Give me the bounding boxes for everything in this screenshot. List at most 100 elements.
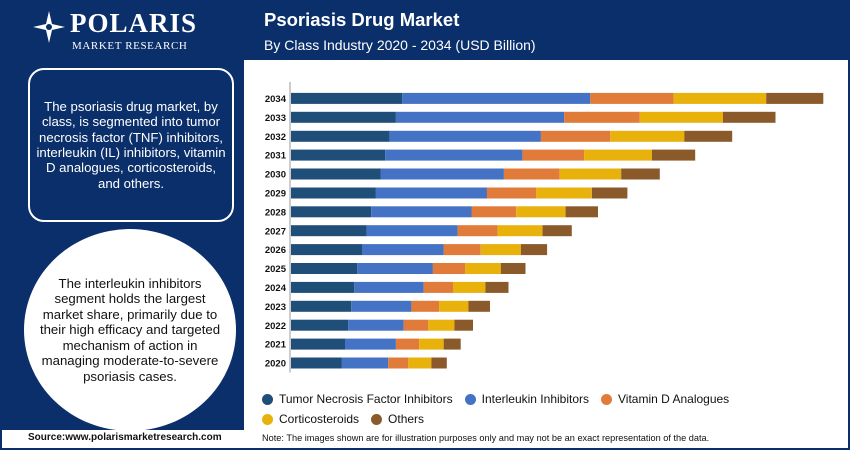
tick-label-2034: 2034 <box>265 94 287 105</box>
bar-2025-series-2 <box>357 263 433 274</box>
bar-2024-series-3 <box>423 281 453 293</box>
bar-2023-series-5 <box>468 300 490 312</box>
highlight-text: The interleukin inhibitors segment holds… <box>39 276 221 384</box>
tick-label-2021: 2021 <box>265 340 287 351</box>
tick-label-2028: 2028 <box>265 207 286 218</box>
bar-2020-series-5 <box>431 357 447 369</box>
bar-2031-series-2 <box>385 149 523 161</box>
bar-2026-series-1 <box>291 244 362 256</box>
bar-2028-series-3 <box>471 206 517 218</box>
bar-2034-series-1 <box>291 92 403 104</box>
bar-2027-series-3 <box>457 225 498 237</box>
bar-2021-series-3 <box>395 338 419 350</box>
legend-swatch-1 <box>262 393 273 405</box>
left-panel: POLARIS MARKET RESEARCH The psoriasis dr… <box>2 2 244 431</box>
legend-swatch-4 <box>262 413 273 425</box>
legend-item-3: Vitamin D Analogues <box>601 389 729 409</box>
tick-label-2020: 2020 <box>265 359 286 370</box>
title-band: Psoriasis Drug Market By Class Industry … <box>244 2 848 60</box>
bar-2026-series-2 <box>362 244 444 256</box>
legend-item-2: Interleukin Inhibitors <box>464 389 589 409</box>
compass-star-icon <box>33 11 65 43</box>
tick-label-2022: 2022 <box>265 321 286 332</box>
bar-2033-series-2 <box>395 111 565 123</box>
tick-label-2033: 2033 <box>265 113 286 124</box>
legend-label-3: Vitamin D Analogues <box>618 392 730 406</box>
bar-2020-series-1 <box>291 357 342 369</box>
bar-2025-series-4 <box>465 263 501 274</box>
bar-2029-series-5 <box>591 187 628 199</box>
bar-2028-series-5 <box>565 206 598 218</box>
legend-swatch-2 <box>464 393 476 405</box>
tick-label-2031: 2031 <box>265 151 287 162</box>
bar-2022-series-2 <box>348 319 404 331</box>
bar-2022-series-5 <box>454 319 473 331</box>
tick-label-2023: 2023 <box>265 302 286 313</box>
tick-label-2025: 2025 <box>265 264 287 275</box>
bar-2030-series-5 <box>621 168 660 180</box>
tick-label-2027: 2027 <box>265 226 286 237</box>
bar-2028-series-2 <box>371 206 472 218</box>
bar-2024-series-2 <box>354 281 424 293</box>
bar-2032-series-3 <box>540 130 611 142</box>
bar-2024-series-1 <box>291 281 355 293</box>
legend-label-4: Corticosteroids <box>279 412 360 426</box>
bar-2032-series-2 <box>389 130 541 142</box>
disclaimer-note: Note: The images shown are for illustrat… <box>262 433 710 443</box>
bar-2032-series-5 <box>684 130 733 142</box>
bar-2034-series-3 <box>590 92 674 104</box>
bar-2033-series-3 <box>564 111 640 123</box>
tick-label-2030: 2030 <box>265 170 286 181</box>
source-text: Source:www.polarismarketresearch.com <box>28 432 222 443</box>
summary-box: The psoriasis drug market, by class, is … <box>28 68 234 222</box>
bar-2029-series-3 <box>486 187 537 199</box>
bar-2031-series-1 <box>291 149 386 161</box>
chart-subtitle: By Class Industry 2020 - 2034 (USD Billi… <box>264 37 536 53</box>
bar-2027-series-2 <box>366 225 458 237</box>
bar-2033-series-1 <box>291 111 396 123</box>
bar-2028-series-4 <box>516 206 566 218</box>
stacked-bar-chart: 2034 2033 2032 2031 2030 2029 2028 2027 2026 2025… <box>265 82 824 373</box>
bar-2027-series-4 <box>497 225 543 237</box>
tick-label-2026: 2026 <box>265 245 286 256</box>
bar-2030-series-4 <box>559 168 622 180</box>
bar-2034-series-5 <box>766 92 824 104</box>
bar-2031-series-3 <box>522 149 585 161</box>
bar-2030-series-1 <box>291 168 381 180</box>
tick-label-2029: 2029 <box>265 188 286 199</box>
highlight-circle: The interleukin inhibitors segment holds… <box>24 229 236 431</box>
tick-label-2032: 2032 <box>265 132 286 143</box>
bar-2027-series-5 <box>542 225 572 237</box>
bar-2031-series-5 <box>652 149 696 161</box>
bar-2023-series-1 <box>291 300 352 312</box>
bar-2022-series-3 <box>403 319 429 331</box>
bar-2032-series-4 <box>610 130 685 142</box>
bar-2023-series-2 <box>351 300 412 312</box>
bar-2023-series-4 <box>439 300 469 312</box>
bar-2034-series-4 <box>673 92 767 104</box>
bar-2025-series-1 <box>291 263 358 274</box>
legend-item-4: Corticosteroids <box>262 409 359 429</box>
bar-2020-series-4 <box>408 357 432 369</box>
chart-legend: Tumor Necrosis Factor Inhibitors Interleu… <box>262 389 842 429</box>
bar-2022-series-1 <box>291 319 349 331</box>
bar-2024-series-4 <box>453 281 486 293</box>
bar-2021-series-2 <box>345 338 396 350</box>
legend-swatch-5 <box>371 413 383 425</box>
bar-2025-series-3 <box>432 263 466 274</box>
legend-label-5: Others <box>388 412 425 426</box>
legend-label-1: Tumor Necrosis Factor Inhibitors <box>279 392 453 406</box>
bar-2033-series-5 <box>723 111 776 123</box>
brand-name: POLARIS <box>70 8 198 38</box>
bar-2021-series-4 <box>419 338 444 350</box>
legend-swatch-3 <box>601 393 612 405</box>
bar-2024-series-5 <box>485 281 509 293</box>
bar-2026-series-5 <box>520 244 548 256</box>
summary-text: The psoriasis drug market, by class, is … <box>36 98 226 191</box>
bar-2022-series-4 <box>428 319 455 331</box>
polaris-logo: POLARIS MARKET RESEARCH <box>32 8 216 54</box>
legend-item-1: Tumor Necrosis Factor Inhibitors <box>262 389 453 409</box>
bar-2021-series-1 <box>291 338 345 350</box>
brand-tagline: MARKET RESEARCH <box>72 40 188 52</box>
bar-2031-series-4 <box>584 149 652 161</box>
